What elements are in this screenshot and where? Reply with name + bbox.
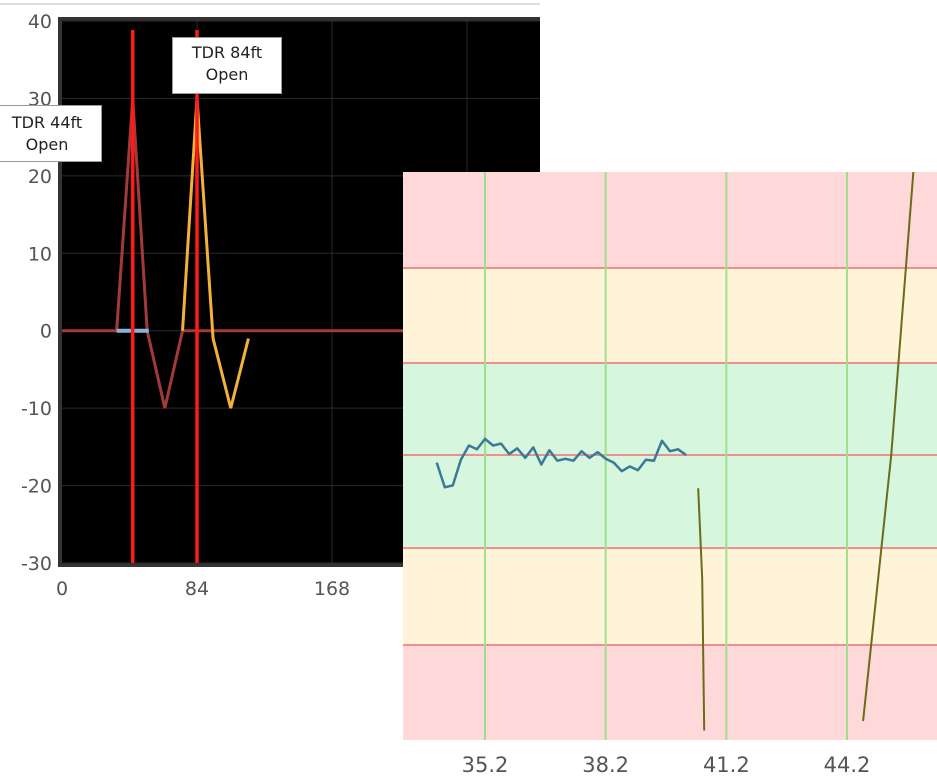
x-tick-label: 41.2 [703, 753, 750, 777]
ramp-line [862, 171, 915, 722]
marker-label-tdr-84ft-line2: Open [205, 65, 249, 84]
x-tick-label: 35.2 [462, 753, 509, 777]
x-tick-label: 168 [314, 578, 350, 600]
y-tick-label: 10 [28, 243, 52, 265]
y-tick-label: -20 [21, 476, 52, 498]
marker-label-tdr-44ft-line1: TDR 44ft [11, 113, 83, 132]
band-red [403, 645, 937, 740]
trace-line [435, 437, 687, 489]
marker-label-tdr-84ft: TDR 84ft Open [172, 37, 282, 94]
ramp-line [697, 488, 706, 731]
series-line [181, 98, 250, 409]
marker-label-tdr-44ft-line2: Open [25, 135, 69, 154]
series-line [62, 98, 464, 409]
y-tick-label: 0 [40, 321, 52, 343]
marker-lines [130, 30, 199, 563]
y-tick-label: 30 [28, 88, 52, 110]
marker-label-tdr-44ft: TDR 44ft Open [0, 105, 102, 162]
y-tick-label: 20 [28, 166, 52, 188]
y-tick-label: -30 [21, 553, 52, 575]
band-red [403, 172, 937, 268]
x-tick-label: 44.2 [824, 753, 871, 777]
band-yellow [403, 548, 937, 645]
x-axis: 0 84 168 [56, 578, 350, 600]
x-tick-label: 84 [185, 578, 209, 600]
y-tick-label: -10 [21, 398, 52, 420]
y-tick-label: 40 [28, 11, 52, 33]
marker-label-tdr-84ft-line1: TDR 84ft [191, 43, 263, 62]
grid-lines [403, 172, 937, 740]
x-axis: 35.2 38.2 41.2 44.2 [462, 753, 871, 777]
series-layer [435, 171, 915, 731]
band-yellow [403, 268, 937, 363]
x-tick-label: 0 [56, 578, 68, 600]
y-axis: 40 30 20 10 0 -10 -20 -30 [21, 11, 52, 575]
x-tick-label: 38.2 [582, 753, 629, 777]
